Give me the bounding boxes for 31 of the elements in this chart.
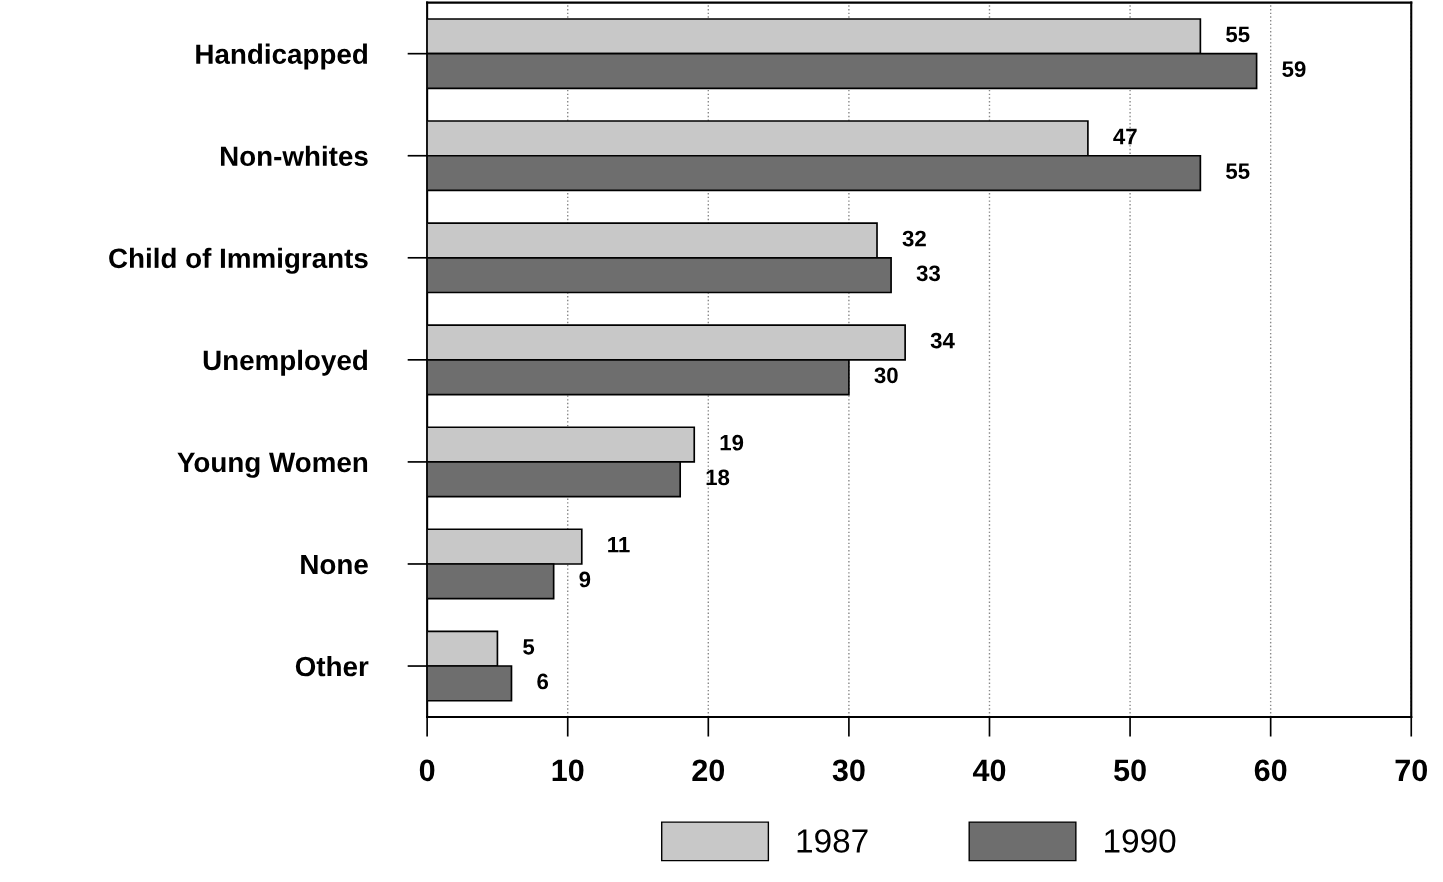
data-label: 47 [1113, 128, 1137, 145]
data-label: 18 [706, 469, 730, 486]
data-label: 32 [902, 230, 926, 247]
y-tick-label: Other [295, 655, 369, 677]
data-label: 33 [916, 265, 940, 282]
x-tick-label: 50 [1114, 759, 1146, 782]
y-tick-label: Handicapped [196, 43, 367, 70]
y-tick-label: Non-whites [220, 145, 368, 167]
data-label: 55 [1226, 163, 1250, 180]
y-tick-label: Unemployed [203, 349, 367, 376]
x-tick-label: 0 [419, 759, 435, 782]
x-tick-label: 70 [1395, 759, 1427, 782]
x-tick-label: 20 [692, 759, 725, 782]
data-label: 9 [579, 571, 591, 588]
data-label: 30 [874, 367, 898, 384]
x-tick-label: 30 [832, 759, 865, 782]
y-tick-label: Young Women [177, 452, 368, 478]
data-label: 59 [1282, 61, 1306, 77]
y-tick-label: None [301, 554, 368, 575]
data-label: 6 [537, 673, 549, 690]
y-tick-label: Child of Immigrants [109, 247, 368, 274]
data-label: 55 [1226, 26, 1250, 43]
data-label: 19 [720, 434, 744, 451]
data-label: 5 [523, 639, 535, 655]
legend-label: 1990 [1105, 829, 1176, 853]
data-label: 11 [608, 537, 630, 553]
x-tick-label: 10 [552, 759, 584, 782]
data-label: 34 [930, 332, 955, 349]
x-tick-label: 60 [1254, 759, 1287, 782]
x-tick-label: 40 [972, 759, 1006, 782]
legend-label: 1987 [797, 829, 868, 853]
